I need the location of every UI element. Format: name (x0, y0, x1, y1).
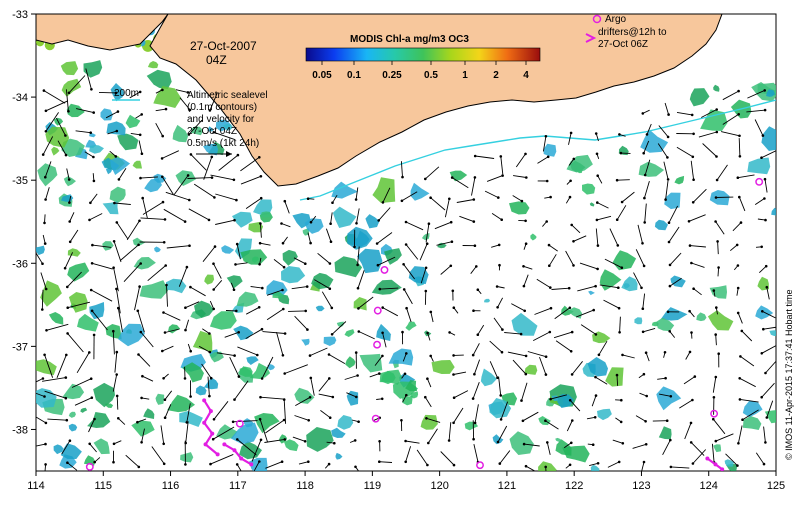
drifter-point (202, 421, 206, 425)
drifter-point (202, 398, 206, 402)
x-tick-label: 124 (700, 480, 718, 492)
drifter-point (210, 432, 214, 436)
x-tick-label: 119 (364, 480, 382, 492)
sealevel-note-1: Altimetric sealevel (187, 90, 268, 101)
x-tick-label: 115 (94, 480, 112, 492)
drifter-point (232, 448, 236, 452)
x-tick-label: 121 (498, 480, 516, 492)
sealevel-note-4: 27-Oct 04Z (187, 126, 237, 137)
drifter-point (713, 462, 717, 466)
x-axis: 114 115 116 117 118 119 120 121 122 123 124 125 (27, 471, 785, 492)
chlorophyll-patch (249, 458, 268, 475)
drifter-point (239, 457, 243, 461)
colorbar-tick-label: 0.5 (424, 70, 438, 81)
x-tick-label: 116 (162, 480, 180, 492)
x-tick-label: 117 (229, 480, 247, 492)
colorbar-tick-label: 2 (493, 70, 499, 81)
y-tick-label: -34 (12, 92, 28, 104)
colorbar-tick-label: 0.25 (382, 70, 402, 81)
colorbar-tick-label: 1 (462, 70, 468, 81)
x-tick-label: 114 (27, 480, 45, 492)
x-tick-label: 120 (430, 480, 448, 492)
argo-legend-label: Argo (605, 14, 627, 25)
sealevel-note-3: and velocity for (187, 114, 255, 125)
y-tick-label: -35 (12, 175, 28, 187)
isobath-legend-label: 200m (114, 88, 139, 99)
chlorophyll-patch (261, 211, 272, 217)
colorbar-tick-label: 0.1 (347, 70, 361, 81)
colorbar-tick-label: 4 (523, 70, 529, 81)
x-tick-label: 123 (632, 480, 650, 492)
drifter-point (720, 467, 724, 471)
time-label: 04Z (206, 53, 227, 67)
colorbar-title: MODIS Chl-a mg/m3 OC3 (350, 34, 469, 45)
drifter-legend-label-1: drifters@12h to (598, 27, 667, 38)
x-tick-label: 122 (565, 480, 583, 492)
date-label: 27-Oct-2007 (190, 39, 257, 53)
drifter-point (249, 462, 253, 466)
drifter-point (222, 442, 226, 446)
drifter-legend-label-2: 27-Oct 06Z (598, 39, 648, 50)
colorbar-tick-label: 0.05 (312, 70, 332, 81)
drifter-point (204, 442, 208, 446)
credit-text: © IMOS 11-Apr-2015 17:37:41 Hobart time (784, 289, 794, 460)
y-axis: -33 -34 -35 -36 -37 -38 (12, 9, 36, 436)
y-tick-label: -36 (12, 258, 28, 270)
x-tick-label: 125 (767, 480, 785, 492)
y-tick-label: -33 (12, 9, 28, 21)
drifter-point (209, 409, 213, 413)
x-tick-label: 118 (296, 480, 314, 492)
sealevel-note-5: 0.5m/s (1kt 24h) (187, 138, 259, 149)
y-tick-label: -37 (12, 341, 28, 353)
colorbar (306, 48, 540, 61)
chlorophyll-patch (432, 360, 455, 374)
drifter-point (705, 457, 709, 461)
drifter-point (216, 452, 220, 456)
y-tick-label: -38 (12, 424, 28, 436)
sealevel-note-2: (0.1m contours) (187, 102, 257, 113)
